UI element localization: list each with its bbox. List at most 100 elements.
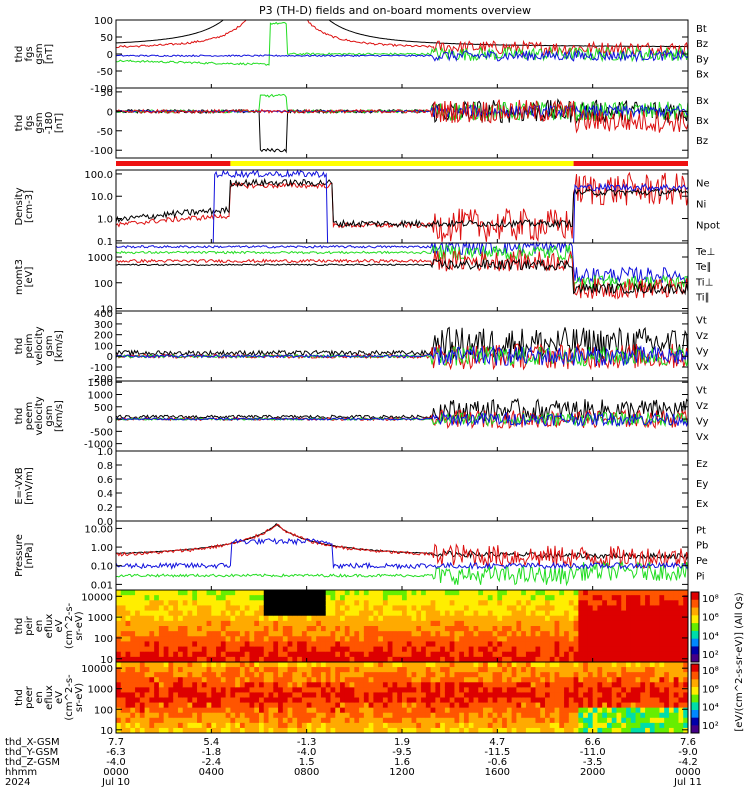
heatmap-cell <box>201 692 208 698</box>
heatmap-cell <box>621 651 627 658</box>
heatmap-cell <box>273 620 279 627</box>
heatmap-cell <box>626 712 632 719</box>
heatmap-cell <box>568 605 575 612</box>
heatmap-cell <box>282 727 289 734</box>
heatmap-cell <box>411 687 417 693</box>
heatmap-cell <box>611 697 617 704</box>
heatmap-cell <box>320 595 327 601</box>
heatmap-cell <box>144 605 150 612</box>
heatmap-cell <box>177 656 184 663</box>
heatmap-cell <box>654 651 660 658</box>
heatmap-cell <box>125 600 131 606</box>
heatmap-cell <box>278 727 284 734</box>
heatmap-cell <box>311 692 317 698</box>
heatmap-cell <box>206 631 212 637</box>
heatmap-cell <box>611 595 617 601</box>
heatmap-cell <box>611 615 617 622</box>
heatmap-cell <box>516 656 522 663</box>
heatmap-cell <box>568 590 575 596</box>
heatmap-cell <box>540 626 546 632</box>
heatmap-cell <box>120 595 127 601</box>
x-tick-value: -4.0 <box>106 757 126 768</box>
heatmap-cell <box>273 615 279 622</box>
heatmap-cell <box>506 610 513 617</box>
heatmap-cell <box>659 667 665 673</box>
heatmap-cell <box>683 672 689 678</box>
heatmap-cell <box>606 620 613 627</box>
heatmap-cell <box>368 667 374 673</box>
heatmap-cell <box>573 702 579 709</box>
heatmap-cell <box>120 646 127 653</box>
heatmap-cell <box>573 712 579 719</box>
heatmap-cell <box>506 717 513 724</box>
heatmap-cell <box>225 626 231 632</box>
heatmap-cell <box>116 651 122 658</box>
heatmap-cell <box>197 682 203 688</box>
heatmap-cell <box>120 600 127 606</box>
heatmap-cell <box>568 610 575 617</box>
heatmap-cell <box>506 600 513 606</box>
heatmap-cell <box>487 610 494 617</box>
heatmap-cell <box>273 727 279 734</box>
heatmap-cell <box>325 605 331 612</box>
heatmap-cell <box>635 722 641 729</box>
heatmap-cell <box>402 712 408 719</box>
heatmap-cell <box>463 595 470 601</box>
heatmap-cell <box>516 626 522 632</box>
heatmap-cell <box>444 600 451 606</box>
heatmap-cell <box>301 610 308 617</box>
heatmap-cell <box>683 702 689 709</box>
heatmap-cell <box>173 605 179 612</box>
heatmap-cell <box>392 610 398 617</box>
heatmap-cell <box>363 717 370 724</box>
heatmap-cell <box>683 641 689 648</box>
heatmap-cell <box>535 600 541 606</box>
heatmap-cell <box>411 636 417 642</box>
heatmap-cell <box>626 615 632 622</box>
heatmap-cell <box>373 605 379 612</box>
y-tick-label: -500 <box>90 427 113 438</box>
heatmap-cell <box>268 727 274 734</box>
heatmap-cell <box>130 636 136 642</box>
heatmap-cell <box>602 641 608 648</box>
heatmap-cell <box>449 712 455 719</box>
heatmap-cell <box>554 692 560 698</box>
heatmap-cell <box>587 595 594 601</box>
y-tick-label: -50 <box>97 67 113 78</box>
heatmap-cell <box>654 626 660 632</box>
heatmap-cell <box>473 590 479 596</box>
heatmap-cell <box>144 641 150 648</box>
heatmap-cell <box>130 667 136 673</box>
heatmap-cell <box>330 722 336 729</box>
heatmap-cell <box>235 662 241 668</box>
heatmap-cell <box>540 702 546 709</box>
heatmap-cell <box>583 595 589 601</box>
heatmap-cell <box>626 727 632 734</box>
heatmap-cell <box>206 717 212 724</box>
heatmap-cell <box>235 697 241 704</box>
y-tick-label: -200 <box>90 374 113 385</box>
y-tick-label: -100 <box>90 84 113 95</box>
heatmap-cell <box>645 636 651 642</box>
heatmap-cell <box>421 620 427 627</box>
heatmap-cell <box>430 687 436 693</box>
heatmap-cell <box>335 595 341 601</box>
heatmap-cell <box>206 722 212 729</box>
heatmap-cell <box>497 702 503 709</box>
heatmap-cell <box>158 672 165 678</box>
heatmap-cell <box>320 590 327 596</box>
heatmap-cell <box>330 646 336 653</box>
heatmap-cell <box>592 667 598 673</box>
heatmap-cell <box>683 610 689 617</box>
heatmap-cell <box>606 717 613 724</box>
heatmap-cell <box>554 590 560 596</box>
heatmap-cell <box>673 692 679 698</box>
heatmap-cell <box>587 636 594 642</box>
heatmap-cell <box>387 620 393 627</box>
heatmap-cell <box>230 687 236 693</box>
heatmap-cell <box>635 702 641 709</box>
heatmap-cell <box>325 590 331 596</box>
heatmap-cell <box>440 620 446 627</box>
heatmap-cell <box>292 712 298 719</box>
heatmap-cell <box>483 672 489 678</box>
